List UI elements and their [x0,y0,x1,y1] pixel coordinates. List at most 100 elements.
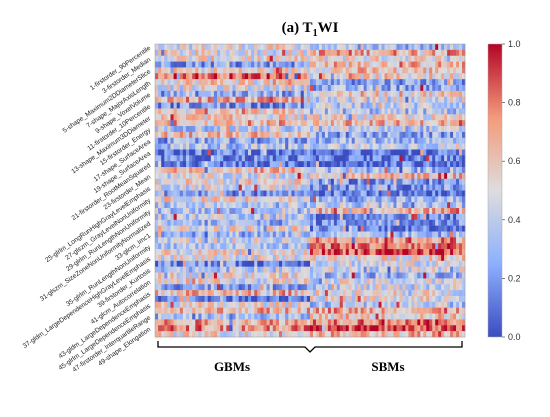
heatmap-cell [450,143,454,150]
heatmap-cell [408,85,412,92]
heatmap-cell [387,120,391,127]
heatmap-cell [269,90,274,98]
heatmap-cell [282,85,286,92]
heatmap-cell [429,319,433,326]
heatmap-cell [198,49,202,57]
heatmap-cell [387,102,391,109]
heatmap-cell [155,44,159,51]
heatmap-cell [251,196,255,203]
heatmap-cell [260,178,264,185]
heatmap-cell [201,313,205,320]
heatmap-cell [260,85,264,92]
heatmap-cell [220,313,224,320]
heatmap-cell [182,61,187,68]
heatmap-cell [420,313,424,320]
heatmap-cell [462,172,466,180]
heatmap-cell [378,237,382,244]
heatmap-cell [381,313,385,320]
heatmap-cell [170,208,174,215]
heatmap-cell [462,114,466,121]
heatmap-cell [423,114,427,121]
heatmap-cell [297,295,301,303]
heatmap-cell [272,85,277,92]
heatmap-cell [312,278,317,285]
heatmap-cell [459,49,463,57]
heatmap-cell [435,67,439,74]
heatmap-cell [238,73,243,80]
heatmap-cell [417,219,421,226]
heatmap-cell [192,249,196,256]
heatmap-cell [438,325,442,332]
heatmap-cell [266,67,270,74]
heatmap-cell [399,243,403,250]
heatmap-cell [408,266,412,273]
heatmap-cell [399,73,403,80]
heatmap-cell [272,284,277,291]
heatmap-cell [288,102,292,109]
heatmap-cell [288,55,292,62]
heatmap-cell [324,79,329,86]
heatmap-cell [324,237,329,244]
heatmap-cell [232,44,236,51]
heatmap-cell [378,284,382,291]
heatmap-cell [420,126,424,133]
heatmap-cell [456,149,460,156]
heatmap-cell [155,254,159,262]
heatmap-cell [257,184,261,191]
heatmap-cell [182,254,187,262]
heatmap-cell [459,167,463,174]
heatmap-cell [429,243,433,250]
heatmap-cell [272,260,277,267]
heatmap-cell [201,319,205,326]
heatmap-cell [366,79,370,86]
heatmap-cell [241,249,246,256]
heatmap-cell [192,254,196,262]
heatmap-cell [192,219,196,226]
heatmap-cell [312,213,317,221]
heatmap-cell [318,272,323,279]
heatmap-cell [456,79,460,86]
heatmap-cell [310,213,314,221]
heatmap-cell [399,161,403,168]
heatmap-cell [315,73,320,80]
heatmap-cell [161,149,165,156]
heatmap-cell [310,290,314,297]
heatmap-cell [248,120,252,127]
heatmap-cell [327,307,332,314]
heatmap-cell [321,67,326,74]
heatmap-cell [333,155,338,162]
heatmap-cell [226,319,230,326]
heatmap-cell [447,254,451,262]
heatmap-cell [279,137,283,144]
heatmap-cell [360,120,364,127]
heatmap-cell [303,260,308,267]
heatmap-cell [324,243,329,250]
heatmap-cell [372,254,376,262]
heatmap-cell [164,79,168,86]
heatmap-cell [330,131,335,139]
heatmap-cell [348,55,353,62]
heatmap-cell [339,161,344,168]
heatmap-cell [251,61,255,68]
heatmap-cell [336,149,341,156]
heatmap-cell [195,219,199,226]
heatmap-cell [288,219,292,226]
heatmap-cell [198,102,202,109]
heatmap-cell [213,266,218,273]
heatmap-cell [303,85,308,92]
heatmap-cell [269,67,274,74]
heatmap-cell [226,161,230,168]
heatmap-cell [396,243,400,250]
heatmap-cell [429,178,433,185]
heatmap-cell [251,278,255,285]
heatmap-cell [288,243,292,250]
heatmap-cell [288,196,292,203]
heatmap-cell [435,219,439,226]
heatmap-cell [254,196,258,203]
heatmap-cell [210,184,215,191]
heatmap-cell [285,184,289,191]
heatmap-cell [192,295,196,303]
heatmap-cell [387,301,391,308]
heatmap-cell [251,85,255,92]
heatmap-cell [310,149,314,156]
